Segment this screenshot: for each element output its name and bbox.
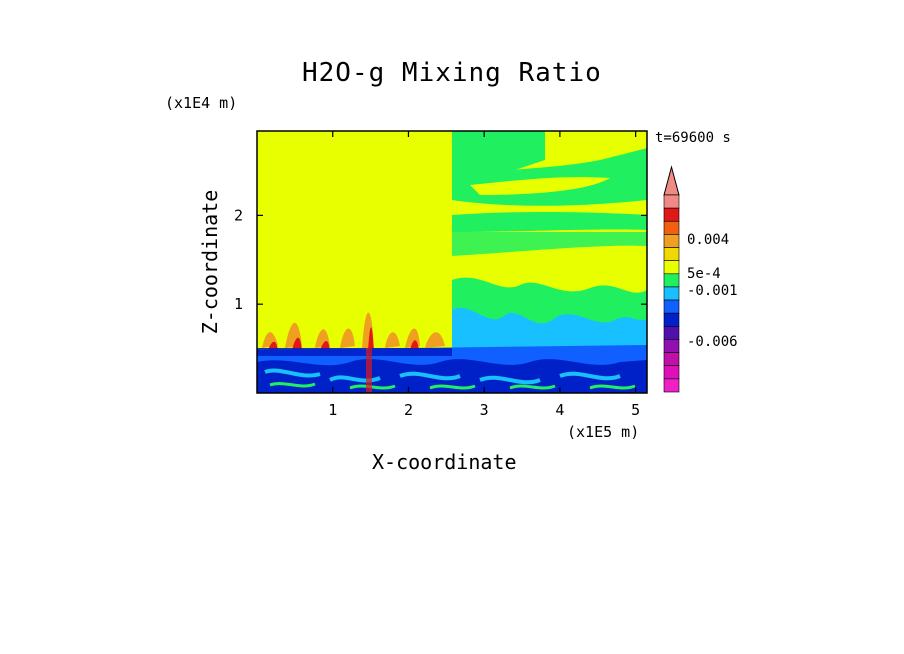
field-region-cyan-streaks <box>264 368 621 385</box>
colorbar-swatch <box>663 378 680 393</box>
colorbar-swatch <box>663 365 680 380</box>
x-axis-label: X-coordinate <box>372 450 517 474</box>
time-label: t=69600 s <box>655 130 731 146</box>
colorbar-swatch <box>663 352 680 367</box>
colorbar-swatch <box>663 194 680 209</box>
field-region-upper-green <box>452 131 545 180</box>
x-tick-label: 4 <box>555 401 564 419</box>
colorbar-swatch <box>663 312 680 327</box>
colorbar-swatch <box>663 260 680 275</box>
colorbar-swatch <box>663 286 680 301</box>
x-tick-label: 3 <box>480 401 489 419</box>
colorbar-swatch <box>663 326 680 340</box>
colorbar-label: 5e-4 <box>687 266 721 282</box>
field-region-red-column <box>366 348 372 393</box>
field-region-orange-plumes <box>262 312 445 350</box>
colorbar-swatch <box>663 339 680 353</box>
colorbar-arrow <box>663 165 680 196</box>
y-axis-unit: (x1E4 m) <box>165 94 238 112</box>
colorbar-swatch <box>663 220 680 235</box>
x-tick-label: 5 <box>631 401 640 419</box>
y-tick-label: 2 <box>234 206 243 224</box>
mixing-ratio-field <box>257 131 647 393</box>
colorbar-label: -0.001 <box>687 283 738 299</box>
field-region-yellow-patch <box>470 177 610 195</box>
colorbar-swatch <box>663 234 680 248</box>
chart-title: H2O-g Mixing Ratio <box>302 58 602 88</box>
field-region-green-band-3 <box>452 232 647 256</box>
y-axis-ticks: 12 <box>234 206 647 313</box>
x-tick-label: 2 <box>404 401 413 419</box>
field-region-green-streaks <box>269 382 636 390</box>
plot-frame <box>256 130 648 394</box>
field-region-green-band-2 <box>452 211 647 232</box>
x-axis-unit: (x1E5 m) <box>567 423 640 441</box>
x-axis-ticks: 1 2 3 4 5 <box>328 131 640 419</box>
colorbar-swatch <box>663 299 680 314</box>
colorbar-label: -0.006 <box>687 334 738 350</box>
colorbar: 0.004 5e-4-0.001 -0.006 <box>663 165 738 393</box>
colorbar-swatch <box>663 247 680 261</box>
colorbar-swatch <box>663 273 680 288</box>
field-region-red-plumes <box>268 327 419 352</box>
colorbar-label: 0.004 <box>687 232 729 248</box>
x-tick-label: 1 <box>328 401 337 419</box>
y-tick-label: 1 <box>234 295 243 313</box>
colorbar-swatch <box>663 207 680 222</box>
field-region-dark-layer <box>257 348 452 356</box>
